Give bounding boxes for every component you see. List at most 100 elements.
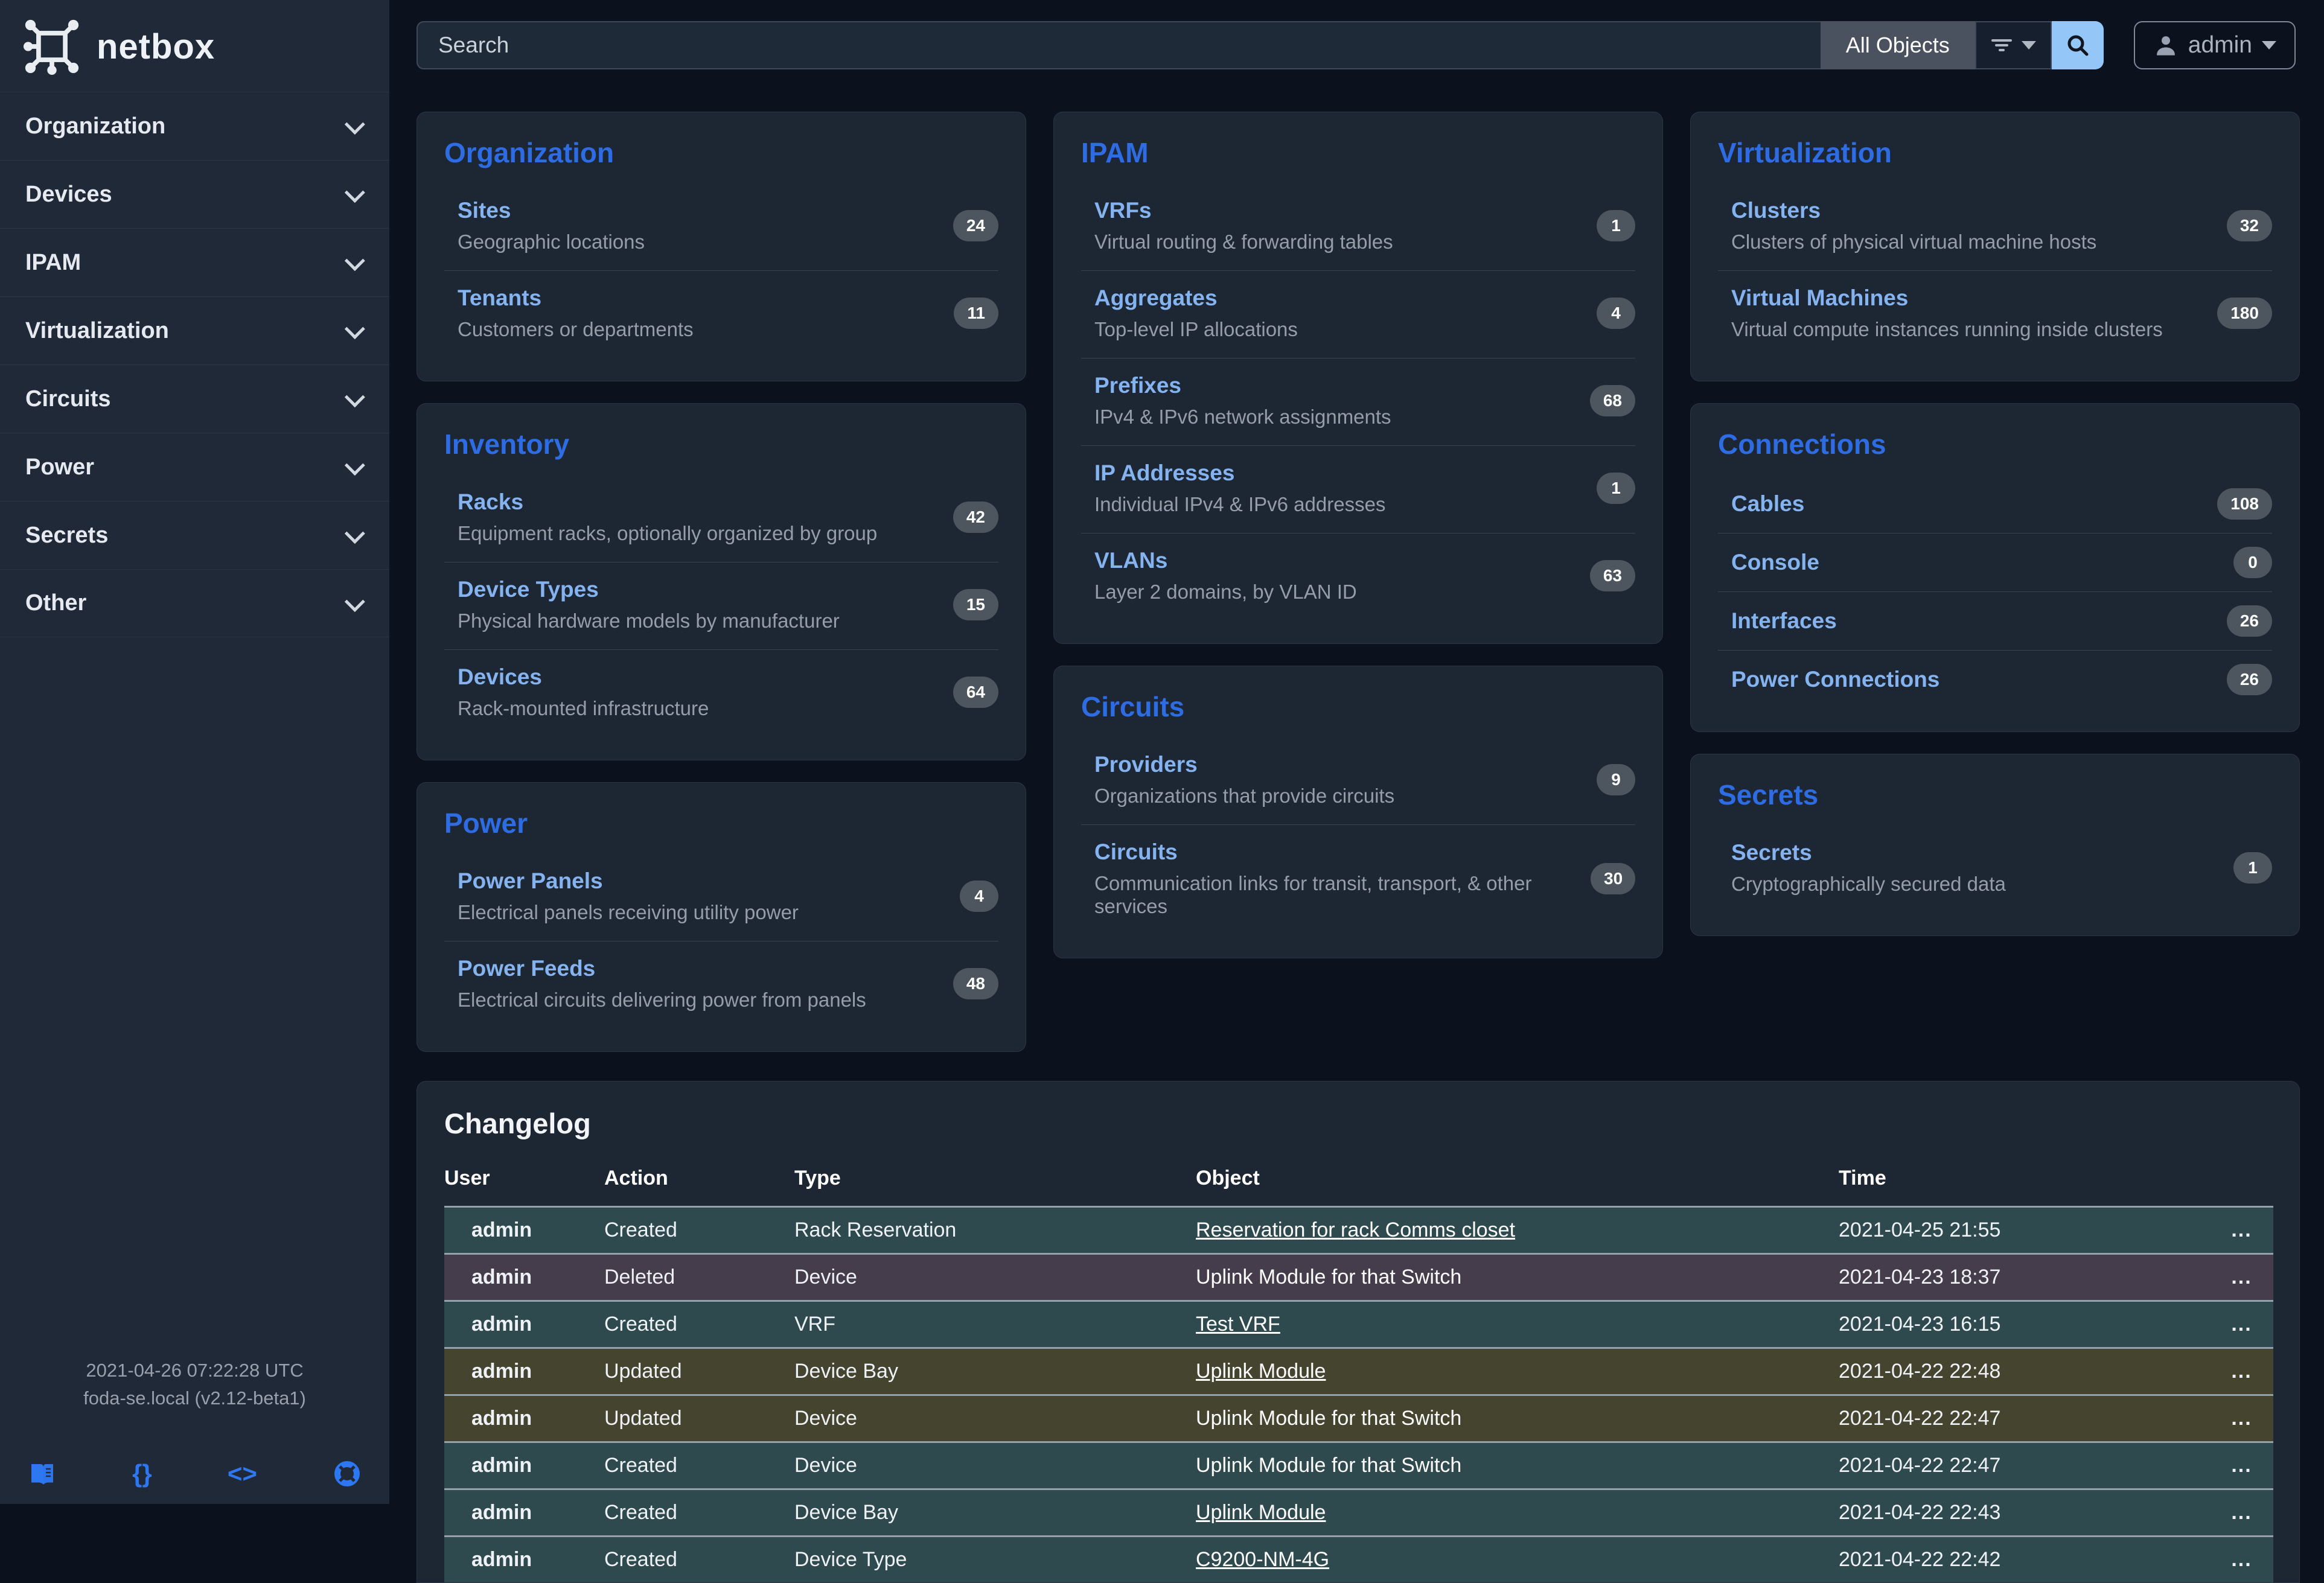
search-input[interactable]: [417, 21, 1821, 69]
chevron-down-icon: [345, 455, 365, 476]
card-connections: Connections Cables 108 Console 0 Interfa…: [1690, 403, 2300, 732]
chevron-down-icon: [345, 387, 365, 407]
list-item: Circuits Communication links for transit…: [1081, 824, 1635, 935]
chevron-down-icon: [345, 114, 365, 135]
card-secrets: Secrets Secrets Cryptographically secure…: [1690, 754, 2300, 936]
virtual-machines-link[interactable]: Virtual Machines: [1731, 285, 1908, 311]
brand-logo[interactable]: netbox: [0, 0, 389, 92]
device-types-link[interactable]: Device Types: [458, 577, 599, 602]
sidebar: netbox Organization Devices IPAM Virtual…: [0, 0, 389, 1504]
count-badge: 48: [953, 968, 998, 999]
ip-addresses-link[interactable]: IP Addresses: [1094, 460, 1234, 486]
interfaces-link[interactable]: Interfaces: [1731, 608, 1837, 634]
clusters-link[interactable]: Clusters: [1731, 198, 1821, 223]
object-link[interactable]: Uplink Module: [1196, 1501, 1326, 1524]
list-item: Virtual Machines Virtual compute instanc…: [1718, 270, 2272, 358]
list-item: Prefixes IPv4 & IPv6 network assignments…: [1081, 358, 1635, 445]
search-filter-button[interactable]: [1975, 21, 2052, 69]
object-text: Uplink Module for that Switch: [1196, 1454, 1461, 1477]
sidebar-item-organization[interactable]: Organization: [0, 92, 389, 160]
list-item: Aggregates Top-level IP allocations 4: [1081, 270, 1635, 358]
list-item: VLANs Layer 2 domains, by VLAN ID 63: [1081, 533, 1635, 620]
card-ipam: IPAM VRFs Virtual routing & forwarding t…: [1053, 112, 1663, 644]
object-link[interactable]: Reservation for rack Comms closet: [1196, 1218, 1515, 1241]
filter-icon: [1990, 36, 2013, 55]
card-title: Secrets: [1718, 779, 2272, 811]
power-connections-link[interactable]: Power Connections: [1731, 667, 1939, 692]
devices-link[interactable]: Devices: [458, 664, 542, 690]
list-item: VRFs Virtual routing & forwarding tables…: [1081, 183, 1635, 270]
sidebar-item-power[interactable]: Power: [0, 433, 389, 501]
footer-host: foda-se.local (v2.12-beta1): [0, 1384, 389, 1412]
row-menu-button[interactable]: ...: [2210, 1537, 2273, 1583]
table-row: admin Updated Device Bay Uplink Module 2…: [444, 1348, 2273, 1395]
card-title: Virtualization: [1718, 136, 2272, 169]
docs-icon[interactable]: [28, 1459, 57, 1488]
sidebar-item-secrets[interactable]: Secrets: [0, 501, 389, 569]
count-badge: 9: [1597, 764, 1635, 795]
object-link[interactable]: C9200-NM-4G: [1196, 1548, 1329, 1571]
count-badge: 11: [954, 298, 998, 329]
row-menu-button[interactable]: ...: [2210, 1254, 2273, 1301]
card-circuits: Circuits Providers Organizations that pr…: [1053, 666, 1663, 958]
sidebar-item-devices[interactable]: Devices: [0, 160, 389, 228]
secrets-link[interactable]: Secrets: [1731, 840, 1812, 865]
object-link[interactable]: Uplink Module: [1196, 1360, 1326, 1383]
vlans-link[interactable]: VLANs: [1094, 548, 1167, 573]
row-menu-button[interactable]: ...: [2210, 1301, 2273, 1348]
cables-link[interactable]: Cables: [1731, 491, 1804, 517]
code-icon[interactable]: <>: [228, 1459, 257, 1488]
object-link[interactable]: Test VRF: [1196, 1313, 1280, 1336]
racks-link[interactable]: Racks: [458, 489, 523, 515]
power-panels-link[interactable]: Power Panels: [458, 868, 603, 894]
main-area: All Objects admin: [389, 0, 2324, 1504]
list-item: Sites Geographic locations 24: [444, 183, 998, 270]
object-text: Uplink Module for that Switch: [1196, 1266, 1461, 1288]
row-menu-button[interactable]: ...: [2210, 1348, 2273, 1395]
count-badge: 32: [2227, 210, 2272, 241]
row-menu-button[interactable]: ...: [2210, 1442, 2273, 1489]
table-row: admin Created Device Uplink Module for t…: [444, 1442, 2273, 1489]
count-badge: 1: [1597, 473, 1635, 504]
card-title: Organization: [444, 136, 998, 169]
list-item: Device Types Physical hardware models by…: [444, 562, 998, 649]
count-badge: 0: [2233, 547, 2272, 578]
list-item: Tenants Customers or departments 11: [444, 270, 998, 358]
card-title: Power: [444, 807, 998, 839]
col-header-object: Object: [1196, 1167, 1839, 1207]
power-feeds-link[interactable]: Power Feeds: [458, 956, 595, 981]
sidebar-footer: 2021-04-26 07:22:28 UTC foda-se.local (v…: [0, 1357, 389, 1488]
count-badge: 63: [1590, 560, 1635, 591]
table-row: admin Created VRF Test VRF 2021-04-23 16…: [444, 1301, 2273, 1348]
user-label: admin: [2188, 32, 2252, 59]
providers-link[interactable]: Providers: [1094, 752, 1198, 777]
sites-link[interactable]: Sites: [458, 198, 511, 223]
prefixes-link[interactable]: Prefixes: [1094, 373, 1181, 398]
aggregates-link[interactable]: Aggregates: [1094, 285, 1218, 311]
list-item: Power Panels Electrical panels receiving…: [444, 854, 998, 941]
count-badge: 24: [953, 210, 998, 241]
sidebar-item-circuits[interactable]: Circuits: [0, 365, 389, 433]
sidebar-item-other[interactable]: Other: [0, 569, 389, 637]
circuits-link[interactable]: Circuits: [1094, 839, 1178, 865]
card-title: Connections: [1718, 428, 2272, 460]
row-menu-button[interactable]: ...: [2210, 1207, 2273, 1254]
table-row: admin Created Rack Reservation Reservati…: [444, 1207, 2273, 1254]
chevron-down-icon: [345, 182, 365, 203]
console-link[interactable]: Console: [1731, 550, 1819, 575]
api-braces-icon[interactable]: {}: [132, 1459, 152, 1488]
count-badge: 180: [2217, 298, 2272, 329]
tenants-link[interactable]: Tenants: [458, 285, 541, 311]
brand-name: netbox: [97, 27, 215, 67]
row-menu-button[interactable]: ...: [2210, 1395, 2273, 1442]
list-item: Cables 108: [1718, 475, 2272, 533]
search-scope-button[interactable]: All Objects: [1821, 21, 1975, 69]
help-lifering-icon[interactable]: [333, 1459, 362, 1488]
user-menu-button[interactable]: admin: [2134, 21, 2296, 69]
sidebar-item-ipam[interactable]: IPAM: [0, 228, 389, 296]
row-menu-button[interactable]: ...: [2210, 1489, 2273, 1537]
vrfs-link[interactable]: VRFs: [1094, 198, 1152, 223]
search-submit-button[interactable]: [2052, 21, 2104, 69]
sidebar-item-virtualization[interactable]: Virtualization: [0, 296, 389, 365]
list-item: Console 0: [1718, 533, 2272, 591]
